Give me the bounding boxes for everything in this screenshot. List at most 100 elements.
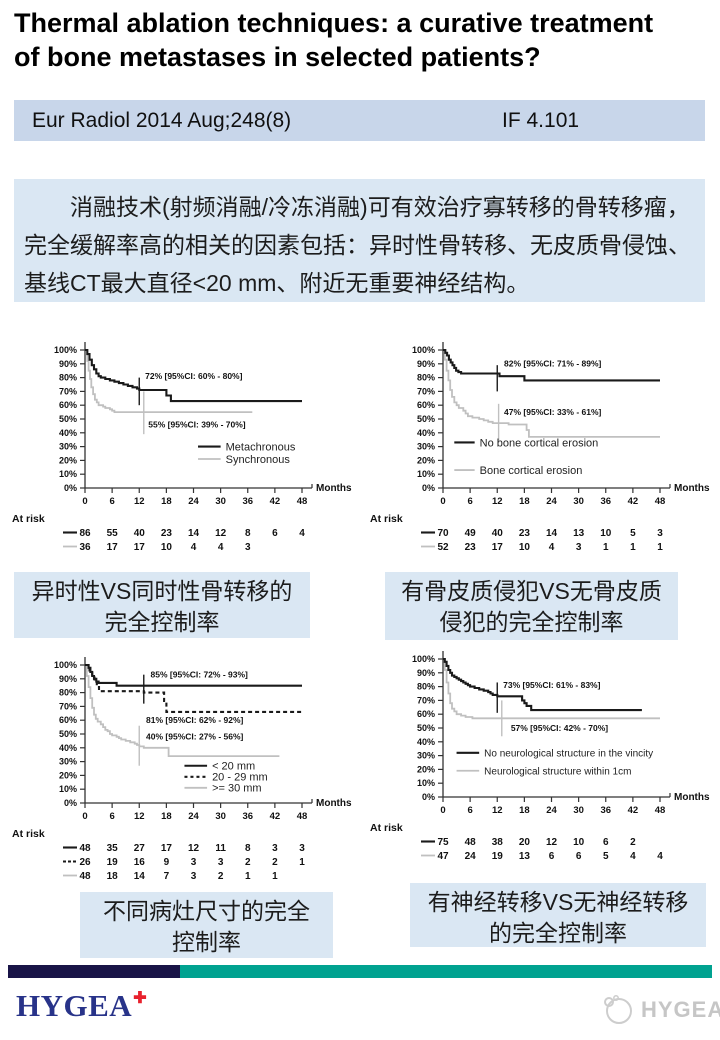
hygea-watermark-icon: [604, 995, 632, 1024]
svg-text:0: 0: [440, 805, 445, 816]
summary-text: 消融技术(射频消融/冷冻消融)可有效治疗寡转移的骨转移瘤， 完全缓解率高的相关的…: [24, 194, 691, 296]
svg-text:40%: 40%: [59, 743, 77, 753]
svg-text:1: 1: [272, 871, 278, 882]
svg-text:40%: 40%: [59, 428, 77, 438]
svg-text:42: 42: [628, 496, 639, 507]
svg-text:17: 17: [492, 542, 504, 553]
svg-text:38: 38: [492, 837, 504, 848]
svg-text:30%: 30%: [417, 442, 435, 452]
svg-text:60%: 60%: [59, 400, 77, 410]
svg-text:57% [95%CI: 42% - 70%]: 57% [95%CI: 42% - 70%]: [511, 723, 608, 733]
svg-text:17: 17: [161, 843, 173, 854]
svg-text:10%: 10%: [417, 778, 435, 788]
svg-text:82% [95%CI: 71% - 89%]: 82% [95%CI: 71% - 89%]: [504, 359, 601, 369]
svg-text:10%: 10%: [59, 784, 77, 794]
caption-cortical-erosion: 有骨皮质侵犯VS无骨皮质 侵犯的完全控制率: [385, 572, 678, 640]
svg-text:50%: 50%: [59, 729, 77, 739]
svg-text:4: 4: [218, 542, 224, 553]
svg-text:23: 23: [519, 528, 531, 539]
svg-text:5: 5: [603, 851, 609, 862]
svg-text:17: 17: [107, 542, 119, 553]
svg-text:12: 12: [134, 811, 145, 822]
svg-text:< 20 mm: < 20 mm: [212, 761, 255, 773]
svg-text:23: 23: [465, 542, 477, 553]
summary-box: 消融技术(射频消融/冷冻消融)可有效治疗寡转移的骨转移瘤， 完全缓解率高的相关的…: [14, 179, 705, 302]
svg-text:50%: 50%: [417, 723, 435, 733]
svg-text:48: 48: [297, 496, 308, 507]
svg-text:6: 6: [576, 851, 582, 862]
hygea-logo: HYGEA✚: [16, 988, 148, 1024]
svg-text:14: 14: [134, 871, 146, 882]
svg-text:1: 1: [657, 542, 663, 553]
footer-bar-navy: [8, 965, 180, 978]
svg-text:Metachronous: Metachronous: [226, 441, 296, 453]
svg-text:50%: 50%: [59, 414, 77, 424]
svg-text:Months: Months: [674, 483, 710, 494]
svg-text:48: 48: [655, 496, 666, 507]
svg-text:85% [95%CI: 72% - 93%]: 85% [95%CI: 72% - 93%]: [151, 669, 248, 679]
svg-text:30: 30: [573, 805, 584, 816]
svg-text:0: 0: [440, 496, 445, 507]
svg-text:6: 6: [109, 811, 114, 822]
svg-text:1: 1: [630, 542, 636, 553]
svg-text:0: 0: [82, 811, 87, 822]
svg-text:30: 30: [215, 496, 226, 507]
svg-text:19: 19: [107, 857, 119, 868]
svg-text:2: 2: [218, 871, 224, 882]
svg-text:40% [95%CI: 27% - 56%]: 40% [95%CI: 27% - 56%]: [146, 732, 243, 742]
svg-text:30: 30: [215, 811, 226, 822]
km-plot: 0%10%20%30%40%50%60%70%80%90%100%0 6 12 18 2…: [12, 342, 352, 553]
svg-text:Months: Months: [316, 798, 352, 809]
hygea-watermark: HYGEA: [602, 994, 720, 1026]
svg-text:20: 20: [519, 837, 531, 848]
svg-text:20%: 20%: [417, 455, 435, 465]
svg-text:18: 18: [161, 811, 172, 822]
km-plot: 0%10%20%30%40%50%60%70%80%90%100%0 6 12 18 2…: [12, 657, 352, 882]
svg-text:18: 18: [161, 496, 172, 507]
svg-text:No bone cortical erosion: No bone cortical erosion: [480, 437, 599, 449]
svg-text:1: 1: [299, 857, 305, 868]
km-chart-metachronous-vs-synchronous: 0% 10% 20% 30% 40% 50% 60% 70% 80% 90% 100% 0 6 12 18 2…: [8, 336, 360, 576]
km-chart-cortical-erosion: 0% 10% 20% 30% 40% 50% 60% 70% 80% 90% 100% 0 6 12 18 2…: [366, 336, 718, 576]
caption-neurological: 有神经转移VS无神经转移 的完全控制率: [410, 883, 706, 947]
footer-bar-teal: [180, 965, 712, 978]
svg-text:8: 8: [245, 528, 251, 539]
svg-text:Months: Months: [316, 483, 352, 494]
svg-text:Neurological structure within: Neurological structure within 1cm: [484, 766, 631, 777]
svg-text:0: 0: [82, 496, 87, 507]
svg-text:10: 10: [573, 837, 585, 848]
svg-text:2: 2: [272, 857, 278, 868]
svg-text:0%: 0%: [64, 483, 77, 493]
svg-text:8: 8: [245, 843, 251, 854]
svg-text:18: 18: [107, 871, 119, 882]
svg-text:86: 86: [79, 528, 91, 539]
svg-text:100%: 100%: [412, 345, 435, 355]
svg-text:0%: 0%: [64, 798, 77, 808]
svg-text:At risk: At risk: [12, 513, 45, 525]
svg-text:30: 30: [573, 496, 584, 507]
svg-text:2: 2: [245, 857, 251, 868]
svg-text:42: 42: [270, 811, 281, 822]
svg-text:80%: 80%: [59, 688, 77, 698]
svg-text:42: 42: [270, 496, 281, 507]
svg-text:14: 14: [546, 528, 558, 539]
svg-text:4: 4: [630, 851, 636, 862]
svg-text:Bone cortical erosion: Bone cortical erosion: [480, 465, 583, 477]
impact-factor: IF 4.101: [502, 108, 580, 132]
km-chart-neurological-structure: 0% 10% 20% 30% 40% 50% 60% 70% 80% 90% 100% 0 6 12 18 2…: [366, 645, 718, 885]
svg-text:0%: 0%: [422, 483, 435, 493]
svg-text:6: 6: [603, 837, 609, 848]
svg-text:36: 36: [242, 496, 253, 507]
svg-text:36: 36: [600, 805, 611, 816]
svg-text:70%: 70%: [59, 386, 77, 396]
red-cross-icon: ✚: [133, 990, 148, 1007]
svg-text:24: 24: [546, 805, 557, 816]
km-plot: 0%10%20%30%40%50%60%70%80%90%100%0 6 12 18 2…: [370, 342, 710, 553]
svg-text:42: 42: [628, 805, 639, 816]
svg-text:20%: 20%: [417, 764, 435, 774]
svg-text:26: 26: [79, 857, 91, 868]
svg-text:52: 52: [437, 542, 449, 553]
svg-text:3: 3: [191, 871, 197, 882]
svg-text:24: 24: [465, 851, 477, 862]
svg-text:36: 36: [79, 542, 91, 553]
